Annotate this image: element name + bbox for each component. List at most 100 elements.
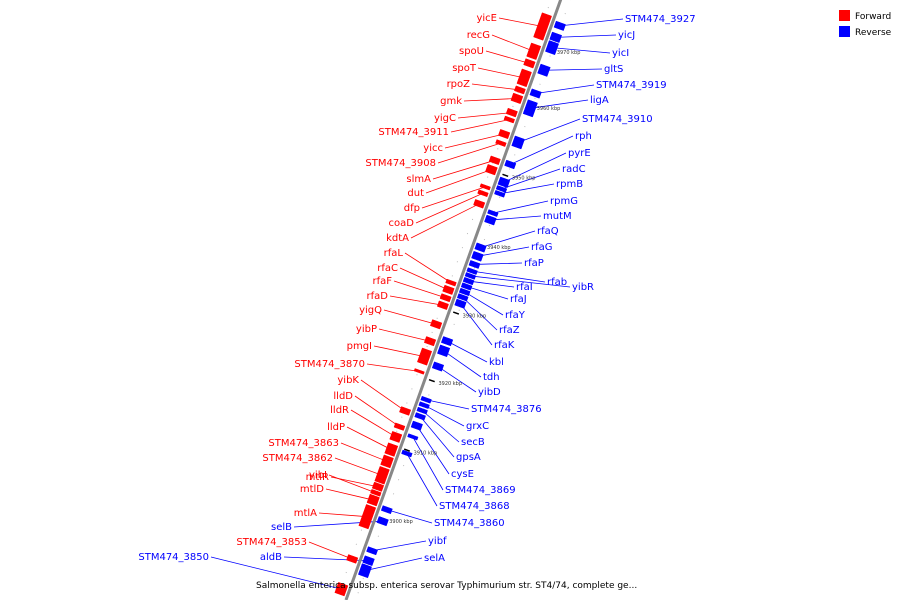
gene-label-yibd: yibD (478, 387, 501, 398)
forward-gene-rfay (458, 287, 471, 297)
gene-label-rfaq: rfaQ (537, 226, 559, 237)
reverse-gene-mtlr (371, 481, 385, 492)
leader-line (485, 50, 530, 64)
reverse-gene-rfad (436, 300, 449, 310)
leader-line (463, 98, 517, 102)
tick-mark (403, 448, 411, 452)
reverse-gene-spot (516, 68, 532, 88)
forward-gene-stm474-3919 (529, 88, 542, 99)
gene-label-yici: yicI (612, 48, 629, 59)
gene-label-grxc: grxC (466, 421, 489, 432)
gene-label-yibk: yibK (337, 375, 359, 386)
leader-line (468, 280, 515, 288)
gene-label-spot: spoT (452, 63, 477, 74)
reverse-gene-kdta (473, 199, 486, 209)
gene-label-recg: recG (467, 30, 490, 41)
reverse-gene-slma (488, 155, 501, 166)
leader-line (364, 557, 423, 572)
forward-gene-yicj (549, 31, 563, 43)
gene-label-rpoz: rpoZ (447, 79, 471, 90)
forward-gene-rph (504, 159, 517, 170)
forward-gene-stm474-3876 (420, 395, 432, 404)
gene-label-stm474-3870: STM474_3870 (294, 359, 365, 370)
gene-labels: yicErecGspoUspoTrpoZgmkyigCSTM474_3911yi… (138, 13, 695, 564)
gene-label-yibr: yibR (572, 282, 594, 293)
reverse-gene-spou (523, 58, 536, 69)
gene-features (334, 12, 566, 597)
reverse-gene-yice (533, 12, 552, 41)
gene-label-cyse: cysE (451, 469, 474, 480)
leader-line (404, 252, 452, 283)
gene-label-rfaf: rfaF (372, 276, 392, 287)
reverse-gene-dut (485, 164, 498, 176)
leader-line (462, 297, 498, 331)
tick-label: 3950 kbp (512, 176, 536, 182)
leader-line (501, 168, 561, 190)
gene-label-kbl: kbl (489, 357, 504, 368)
forward-gene-pyre (497, 176, 511, 188)
gene-label-mtla: mtlA (294, 508, 317, 519)
leader-line (354, 395, 400, 428)
gene-label-stm474-3910: STM474_3910 (582, 114, 653, 125)
reverse-gene-recg (526, 42, 542, 60)
reverse-gene-yibp (423, 336, 437, 347)
gene-label-rfak: rfaK (494, 340, 515, 351)
gene-label-pmgi: pmgI (347, 341, 372, 352)
gene-label-stm474-3908: STM474_3908 (365, 158, 436, 169)
gene-label-rph: rph (575, 131, 592, 142)
forward-gene-rfap (468, 260, 481, 269)
forward-gene-mutm (484, 214, 497, 226)
legend-reverse-swatch (839, 26, 850, 37)
leader-line (386, 509, 433, 524)
axis-line (344, 0, 563, 600)
leader-line (334, 457, 383, 476)
leader-line (464, 291, 504, 316)
gene-label-aldb: aldB (260, 552, 282, 563)
leader-line (378, 328, 431, 342)
legend-reverse-label: Reverse (855, 28, 892, 38)
gene-label-pyre: pyrE (568, 148, 591, 159)
gene-label-liga: ligA (590, 95, 609, 106)
legend-forward-label: Forward (855, 12, 891, 22)
gene-label-kdta: kdtA (386, 233, 409, 244)
forward-gene-stm474-3868 (401, 449, 413, 458)
forward-gene-rpmb (494, 189, 506, 198)
gene-label-rfaj: rfaJ (510, 294, 527, 305)
forward-gene-secb (416, 406, 428, 415)
leader-line (426, 399, 470, 410)
forward-gene-stm474-3860 (380, 505, 393, 515)
forward-gene-aldb (362, 555, 375, 567)
gene-label-lldp: lldP (327, 422, 345, 433)
gene-label-stm474-3862: STM474_3862 (262, 453, 333, 464)
gene-label-glts: gltS (604, 64, 623, 75)
tick-mark (428, 378, 435, 383)
leader-line (419, 416, 455, 458)
reverse-gene-stm474-3863 (380, 454, 394, 469)
gene-label-dut: dut (407, 188, 424, 199)
gene-label-stm474-3853: STM474_3853 (236, 537, 307, 548)
sequence-caption: Salmonella enterica subsp. enterica sero… (256, 581, 637, 591)
gene-label-lldd: lldD (333, 391, 353, 402)
leader-line (457, 112, 512, 119)
reverse-gene-mtld (366, 493, 380, 507)
leader-line (474, 262, 523, 265)
leader-line (360, 379, 406, 412)
leader-line (444, 133, 505, 149)
leader-line (450, 119, 510, 133)
leader-line (460, 303, 493, 346)
reverse-gene-stm474-3862 (374, 466, 390, 485)
legend-forward-swatch (839, 10, 850, 21)
leader-line (340, 442, 388, 462)
reverse-gene-yicc (498, 129, 511, 140)
gene-label-rfaz: rfaZ (499, 325, 520, 336)
forward-gene-yibr (464, 272, 477, 280)
tick-label: 3930 kbp (463, 313, 487, 319)
leader-line (517, 118, 581, 143)
reverse-gene-yigq (429, 319, 443, 330)
gene-label-yibf: yibf (428, 536, 447, 547)
reverse-gene-stm474-3853 (346, 554, 359, 564)
forward-gene-rfag (471, 250, 484, 262)
gene-label-stm474-3911: STM474_3911 (378, 127, 449, 138)
leader-line (412, 436, 444, 491)
label-leader-lines (210, 17, 624, 590)
